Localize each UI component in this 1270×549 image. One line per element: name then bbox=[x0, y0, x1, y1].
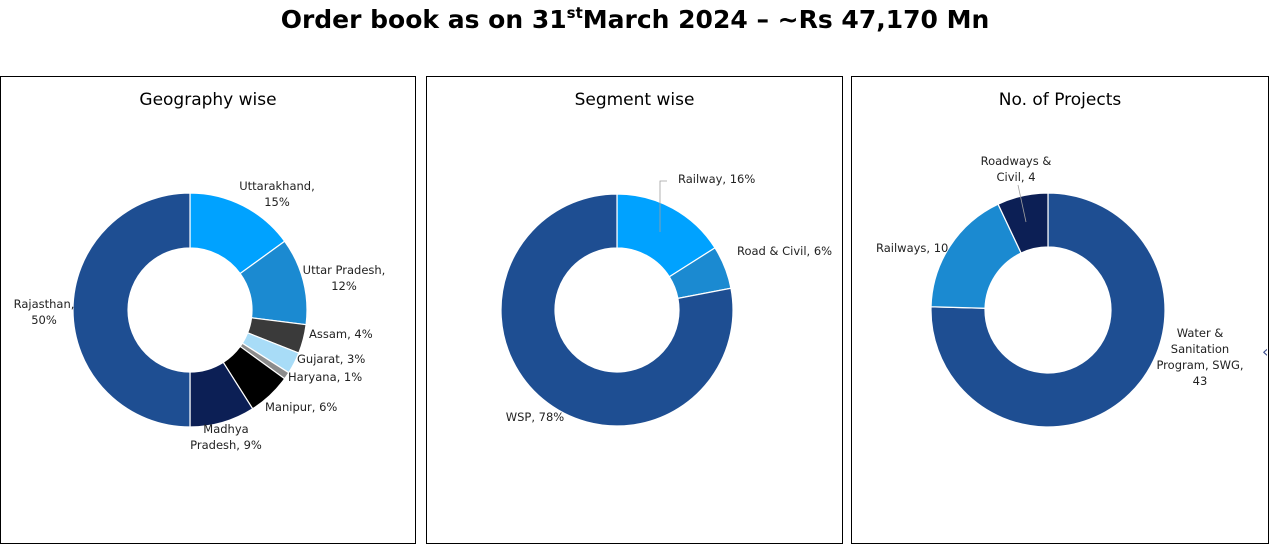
donut-chart-svg: Uttarakhand, 15% Uttar Pradesh, 12% Assam, 4… bbox=[14, 179, 386, 452]
donut-slice bbox=[72, 192, 191, 428]
slice-data-label: Roadways & Civil, 4 bbox=[981, 154, 1052, 184]
slice-data-label: Madhya Pradesh, 9% bbox=[190, 422, 262, 452]
title-superscript: st bbox=[566, 4, 583, 22]
geography-chart-panel: Uttarakhand, 15% Uttar Pradesh, 12% Assam, 4… bbox=[0, 76, 416, 544]
slice-data-label: Uttar Pradesh, 12% bbox=[303, 263, 386, 293]
donut-chart-svg: Water & Sanitation Program, SWG, 43 Railways… bbox=[876, 154, 1244, 428]
segment-chart-panel: Railway, 16% Road & Civil, 6% WSP, 78% Seg… bbox=[426, 76, 843, 544]
page-title: Order book as on 31stMarch 2024 – ~Rs 47… bbox=[0, 4, 1270, 34]
projects-chart-panel: Water & Sanitation Program, SWG, 43 Railways… bbox=[851, 76, 1269, 544]
slice-data-label: Road & Civil, 6% bbox=[737, 244, 832, 258]
slice-data-label: Haryana, 1% bbox=[288, 370, 362, 384]
chart-title: Segment wise bbox=[574, 90, 695, 110]
slice-data-label: Manipur, 6% bbox=[265, 400, 337, 414]
label-leader-line bbox=[1017, 184, 1027, 223]
slice-data-label: Railways, 10 bbox=[876, 241, 948, 255]
slice-data-label: Assam, 4% bbox=[309, 327, 373, 341]
slice-data-label: Railway, 16% bbox=[678, 172, 755, 186]
slice-data-label: WSP, 78% bbox=[506, 410, 565, 424]
slice-data-label: Uttarakhand, 15% bbox=[239, 179, 315, 209]
label-leader-line bbox=[659, 180, 667, 232]
donut-slice bbox=[500, 193, 734, 427]
chart-title: No. of Projects bbox=[998, 90, 1122, 110]
slice-data-label: Rajasthan, 50% bbox=[14, 297, 75, 327]
slice-data-label: Gujarat, 3% bbox=[297, 352, 365, 366]
title-rest: March 2024 – ~Rs 47,170 Mn bbox=[582, 5, 990, 34]
donut-slice bbox=[997, 192, 1049, 254]
title-main: Order book as on 31 bbox=[280, 5, 567, 34]
slice-data-label: Water & Sanitation Program, SWG, 43 bbox=[1156, 326, 1243, 388]
donut-slice bbox=[930, 192, 1166, 428]
chart-title: Geography wise bbox=[139, 90, 277, 110]
chevron-left-icon[interactable]: ‹ bbox=[1262, 342, 1269, 361]
donut-chart-svg: Railway, 16% Road & Civil, 6% WSP, 78% bbox=[500, 172, 832, 427]
